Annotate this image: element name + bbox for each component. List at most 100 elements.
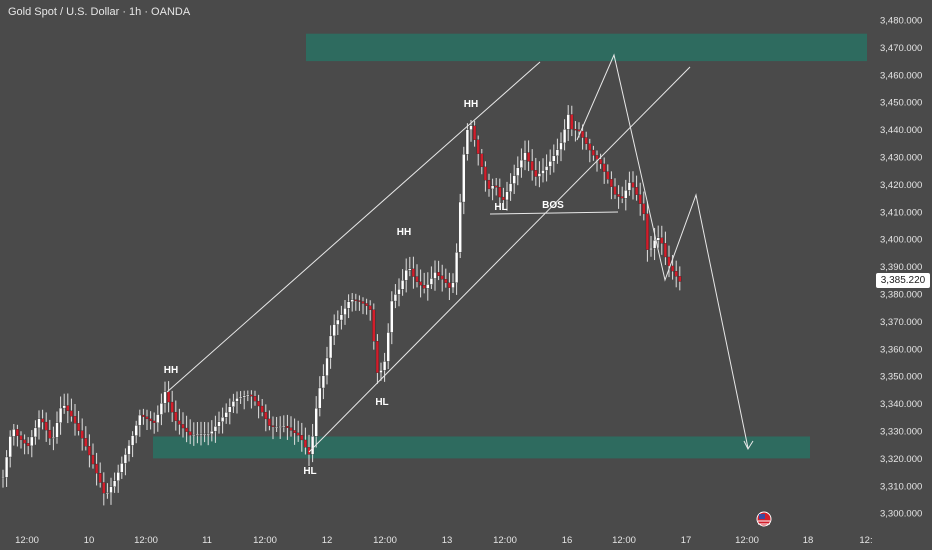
candle-body: [62, 405, 66, 409]
candle-body: [246, 394, 250, 397]
candle-body: [624, 190, 628, 199]
candle-body: [80, 430, 84, 439]
candle-body: [116, 472, 120, 481]
candle-body: [383, 361, 387, 371]
candle-body: [458, 201, 462, 253]
candle-body: [591, 149, 595, 156]
candle-body: [541, 170, 545, 174]
bos-line[interactable]: [489, 211, 619, 215]
candle-body: [386, 332, 390, 362]
candle-body: [195, 434, 199, 436]
candle-body: [509, 183, 513, 192]
candle-body: [33, 427, 37, 438]
y-tick-label: 3,310.000: [880, 481, 922, 492]
candle-body: [393, 294, 397, 302]
candle-body: [44, 421, 48, 431]
x-tick-label: 11: [202, 535, 212, 546]
structure-label-hl: HL: [494, 202, 507, 213]
x-tick-label: 12:00: [134, 535, 158, 546]
structure-label-hl: HL: [303, 466, 316, 477]
candle-body: [199, 433, 203, 436]
candle-body: [642, 203, 646, 215]
candle-body: [667, 256, 671, 267]
y-tick-label: 3,470.000: [880, 43, 922, 54]
candle-body: [566, 114, 570, 130]
candle-body: [537, 173, 541, 177]
candle-body: [188, 431, 192, 436]
candle-body: [235, 398, 239, 402]
candle-body: [674, 271, 678, 277]
candle-body: [253, 396, 257, 402]
channel-upper-line[interactable]: [166, 61, 541, 393]
candle-body: [451, 282, 455, 288]
candle-body: [491, 185, 495, 190]
y-tick-label: 3,480.000: [880, 16, 922, 27]
x-tick-label: 12:00: [612, 535, 636, 546]
support-zone: [153, 436, 810, 459]
candle-body: [620, 196, 624, 199]
candle-body: [397, 289, 401, 295]
x-tick-label: 12:00: [15, 535, 39, 546]
candle-body: [501, 196, 505, 201]
candle-body: [426, 284, 430, 289]
candle-body: [145, 416, 149, 420]
candle-body: [321, 375, 325, 389]
channel-lower-line[interactable]: [308, 66, 691, 453]
candle-body: [167, 391, 171, 403]
candle-body: [329, 335, 333, 359]
candle-body: [519, 159, 523, 168]
y-tick-label: 3,460.000: [880, 70, 922, 81]
candle-body: [433, 272, 437, 279]
candle-body: [285, 425, 289, 428]
candle-body: [483, 166, 487, 181]
projection-path[interactable]: [576, 53, 749, 449]
y-tick-label: 3,400.000: [880, 235, 922, 246]
candle-body: [102, 482, 106, 494]
candle-body: [631, 182, 635, 188]
candle-body: [656, 237, 660, 241]
structure-label-bos: BOS: [542, 200, 564, 211]
candle-body: [275, 426, 279, 428]
candle-body: [131, 435, 135, 446]
candle-body: [365, 303, 369, 306]
candle-body: [455, 252, 459, 283]
x-tick-label: 10: [84, 535, 95, 546]
candle-body: [368, 305, 372, 310]
candle-body: [95, 463, 99, 474]
candle-body: [87, 446, 91, 456]
candle-body: [447, 282, 451, 288]
y-tick-label: 3,430.000: [880, 153, 922, 164]
structure-label-hh: HH: [464, 99, 478, 110]
candle-body: [649, 248, 653, 250]
candle-body: [325, 357, 329, 376]
candle-body: [257, 400, 261, 407]
candle-body: [282, 425, 286, 428]
candle-body: [314, 407, 318, 437]
candle-body: [271, 425, 275, 427]
candle-body: [23, 439, 27, 444]
candle-body: [555, 149, 559, 157]
x-tick-label: 12:00: [253, 535, 277, 546]
candle-body: [159, 403, 163, 415]
candle-body: [260, 405, 264, 413]
candle-body: [59, 407, 63, 423]
candle-body: [127, 445, 131, 455]
candle-body: [336, 319, 340, 325]
candle-body: [570, 114, 574, 130]
candle-body: [411, 268, 415, 277]
candle-body: [476, 139, 480, 154]
candle-body: [231, 401, 235, 407]
y-tick-label: 3,340.000: [880, 399, 922, 410]
candle-body: [498, 186, 502, 198]
candle-body: [228, 406, 232, 413]
candle-body: [581, 130, 585, 138]
candle-body: [408, 268, 412, 271]
candle-body: [663, 243, 667, 258]
candle-body: [242, 395, 246, 398]
y-tick-label: 3,450.000: [880, 98, 922, 109]
candle-body: [523, 152, 527, 161]
projection-arrowhead: [743, 440, 754, 451]
candle-body: [163, 391, 167, 404]
